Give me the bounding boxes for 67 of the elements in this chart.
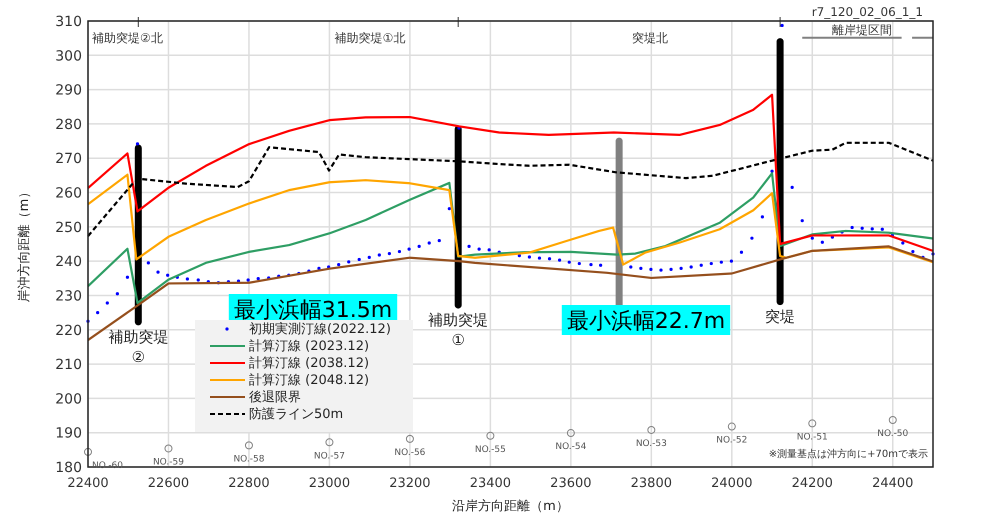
legend-label: 初期実測汀線(2022.12)	[249, 321, 391, 337]
y-tick-label: 180	[55, 460, 82, 476]
legend-label: 計算汀線 (2048.12)	[249, 373, 370, 388]
annotation: NO.-56	[394, 448, 426, 458]
x-tick-label: 23800	[630, 476, 672, 491]
annotation: NO.-58	[233, 454, 265, 464]
y-tick-label: 310	[55, 14, 82, 30]
x-tick-label: 23400	[470, 476, 512, 491]
annotation: 最小浜幅31.5m	[234, 298, 392, 323]
y-tick-label: 240	[55, 254, 82, 270]
line-series	[86, 94, 934, 252]
x-tick-label: 24000	[711, 476, 752, 491]
x-tick-label: 23200	[389, 476, 431, 491]
point	[808, 419, 816, 428]
annotation: NO.-52	[716, 436, 748, 446]
y-tick-label: 300	[55, 48, 82, 64]
annotation: 補助突堤 ②	[108, 328, 168, 366]
point	[647, 426, 656, 434]
legend-label: 計算汀線 (2023.12)	[249, 339, 370, 354]
y-tick-label: 270	[55, 151, 82, 168]
line-series	[86, 174, 934, 266]
annotation: 突堤北	[632, 31, 668, 45]
point	[164, 444, 172, 452]
x-tick-label: 22800	[228, 476, 270, 491]
x-tick-label: 23000	[308, 476, 350, 491]
x-tick-label: 24200	[792, 476, 833, 491]
point	[244, 441, 253, 450]
y-axis-title: 岸沖方向距離（m）	[16, 186, 32, 302]
annotation: 突堤	[765, 308, 796, 326]
point	[486, 432, 494, 440]
x-tick-label: 22600	[148, 476, 190, 491]
y-tick-label: 250	[55, 220, 82, 236]
annotation: NO.-55	[474, 444, 506, 455]
annotation: NO.-50	[877, 429, 909, 439]
y-tick-label: 210	[55, 357, 82, 374]
y-tick-label: 260	[55, 186, 82, 202]
annotation: NO.-51	[796, 432, 828, 442]
annotation: NO.-53	[636, 438, 667, 449]
y-tick-label: 230	[55, 288, 82, 304]
annotation: NO.-54	[555, 442, 587, 452]
annotation: NO.-59	[152, 457, 184, 468]
text: r7_120_02_06_1_1	[812, 5, 923, 19]
legend-label: 計算汀線 (2038.12)	[249, 356, 370, 371]
point	[566, 429, 575, 438]
x-axis-title: 沿岸方向距離（m）	[452, 498, 569, 514]
annotation: 離岸堤区間	[832, 23, 892, 37]
y-tick-label: 280	[55, 116, 82, 133]
y-tick-label: 290	[55, 82, 82, 99]
legend-label: 防護ライン50m	[249, 407, 344, 422]
annotation: 補助突堤①北	[334, 31, 406, 45]
y-tick-label: 190	[55, 426, 82, 442]
point	[84, 448, 92, 456]
x-tick-label: 24400	[872, 476, 914, 491]
y-tick-label: 220	[55, 322, 82, 339]
x-tick-label: 23600	[550, 476, 592, 491]
x-tick-label: 22400	[67, 476, 109, 491]
annotation: ※測量基点は沖方向に+70mで表示	[768, 448, 928, 460]
point	[406, 434, 414, 443]
legend-label: 後退限界	[249, 390, 301, 405]
point	[728, 422, 736, 431]
point	[325, 438, 334, 446]
y-tick-label: 200	[55, 391, 82, 408]
annotation: 補助突堤 ①	[428, 311, 488, 350]
annotation: NO.-57	[314, 451, 345, 462]
annotation: 最小浜幅22.7m	[566, 309, 726, 334]
point	[888, 416, 897, 424]
annotation: 補助突堤②北	[92, 31, 163, 45]
